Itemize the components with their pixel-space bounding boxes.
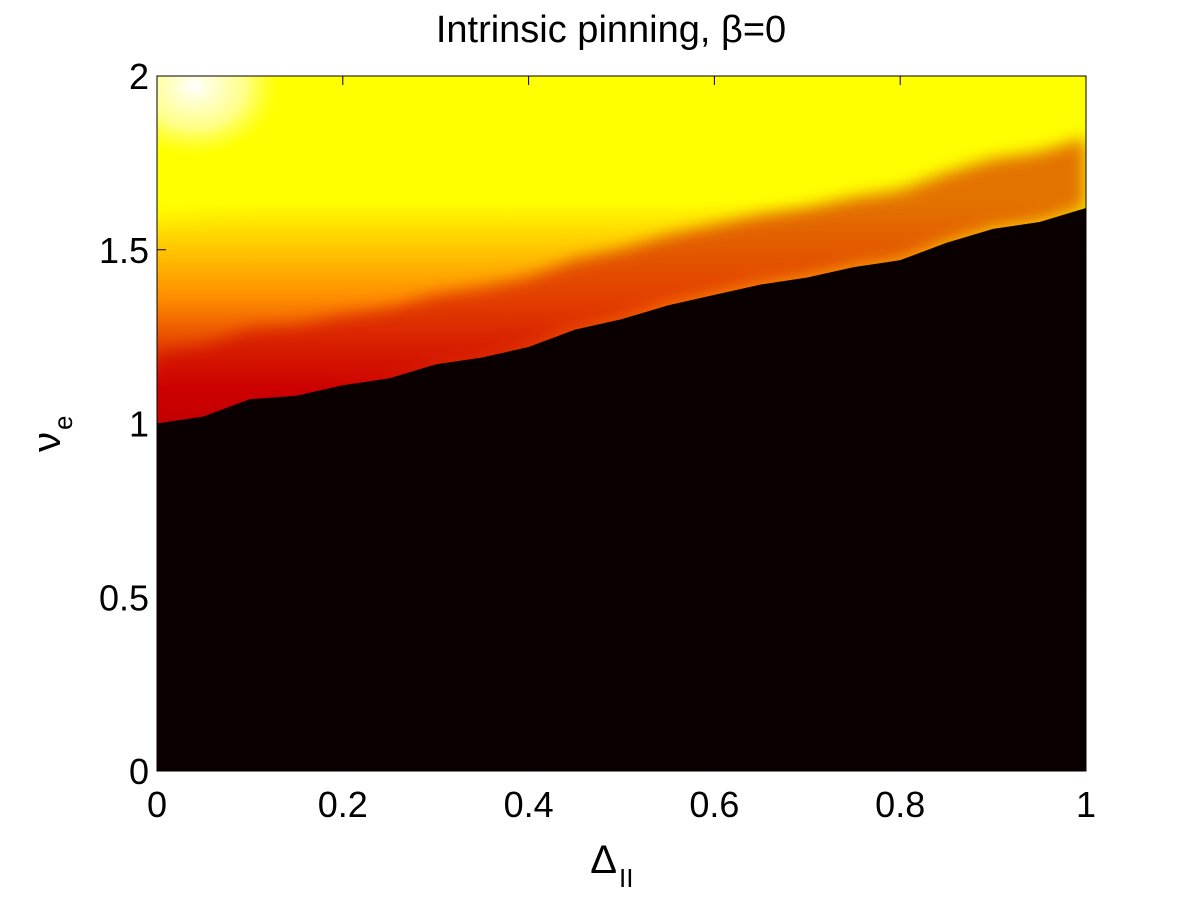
- y-tick-label: 1.5: [99, 230, 149, 271]
- x-tick-label: 1: [1076, 784, 1096, 825]
- y-axis-label-symbol: ν: [25, 432, 69, 452]
- heatmap-white-peak: [157, 76, 280, 156]
- y-axis-label: ν e: [25, 416, 78, 452]
- plot-area: [157, 76, 1086, 771]
- chart-title: Intrinsic pinning, β=0: [436, 9, 786, 51]
- x-tick-label: 0.2: [318, 784, 368, 825]
- y-axis-ticks: 0 0.5 1 1.5 2: [99, 56, 1086, 792]
- heatmap-yellow-region: [157, 76, 1086, 215]
- x-axis-label: Δ II: [590, 838, 633, 893]
- pinned-region: [157, 208, 1086, 771]
- y-tick-label: 1: [129, 404, 149, 445]
- x-tick-label: 0.6: [689, 784, 739, 825]
- heatmap-red-band: [157, 138, 1086, 424]
- x-axis-ticks: 0 0.2 0.4 0.6 0.8 1: [147, 76, 1096, 825]
- x-axis-label-symbol: Δ: [590, 838, 617, 882]
- x-tick-label: 0.4: [504, 784, 554, 825]
- x-tick-label: 0.8: [875, 784, 925, 825]
- x-tick-label: 0: [147, 784, 167, 825]
- y-tick-label: 0: [129, 751, 149, 792]
- x-axis-label-subscript: II: [619, 863, 633, 893]
- y-tick-label: 0.5: [99, 577, 149, 618]
- y-axis-label-subscript: e: [48, 416, 78, 430]
- y-tick-label: 2: [129, 56, 149, 97]
